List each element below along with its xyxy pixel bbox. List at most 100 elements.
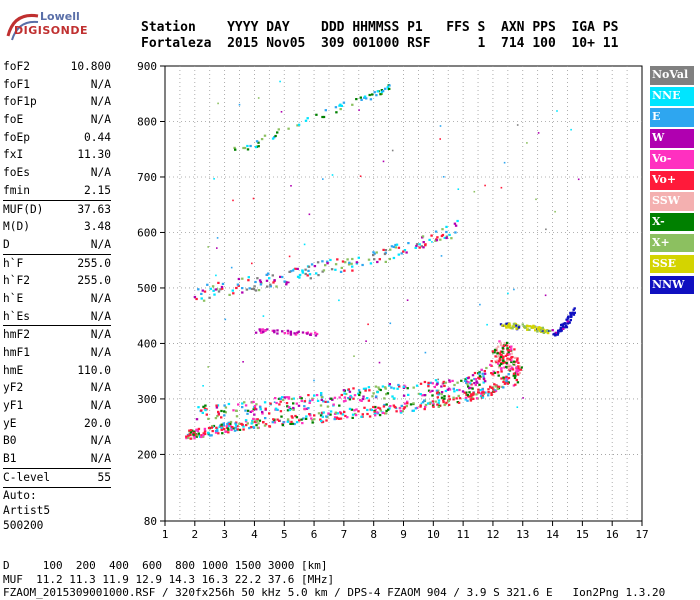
data-point bbox=[421, 401, 425, 404]
data-point bbox=[214, 429, 218, 432]
data-point bbox=[340, 393, 343, 397]
param-value: N/A bbox=[90, 77, 111, 91]
data-point bbox=[319, 414, 323, 417]
noise-point bbox=[367, 323, 369, 326]
data-point bbox=[372, 405, 375, 409]
data-point bbox=[431, 389, 434, 392]
param-row: B0 N/A bbox=[3, 432, 111, 450]
param-label: foF1p bbox=[3, 95, 37, 109]
data-point bbox=[201, 411, 204, 414]
noise-point bbox=[213, 178, 215, 180]
data-point bbox=[351, 103, 354, 106]
data-point bbox=[200, 434, 203, 437]
data-point bbox=[271, 274, 274, 277]
data-point bbox=[373, 412, 377, 415]
data-point bbox=[518, 371, 521, 375]
data-point bbox=[562, 327, 565, 330]
data-point bbox=[415, 384, 419, 387]
data-point bbox=[373, 91, 376, 94]
data-point bbox=[241, 402, 244, 405]
data-point bbox=[369, 262, 373, 265]
data-point bbox=[351, 416, 354, 419]
data-point bbox=[358, 391, 362, 394]
data-point bbox=[285, 396, 289, 399]
data-point bbox=[261, 410, 264, 414]
data-point bbox=[344, 414, 347, 418]
data-point bbox=[220, 409, 223, 413]
data-point bbox=[512, 374, 515, 377]
data-point bbox=[254, 146, 258, 149]
data-point bbox=[287, 127, 290, 130]
data-point bbox=[526, 324, 529, 327]
data-point bbox=[355, 98, 358, 101]
data-point bbox=[308, 413, 311, 416]
data-point bbox=[303, 400, 307, 403]
data-point bbox=[290, 397, 294, 401]
data-point bbox=[493, 351, 496, 354]
param-row: yF1 N/A bbox=[3, 397, 111, 415]
data-point bbox=[321, 411, 324, 414]
data-point bbox=[554, 331, 557, 334]
data-point bbox=[373, 252, 376, 255]
data-point bbox=[471, 387, 474, 390]
data-point bbox=[288, 270, 291, 273]
param-value: N/A bbox=[90, 381, 111, 395]
data-point bbox=[364, 389, 367, 392]
data-point bbox=[232, 409, 235, 412]
data-point bbox=[479, 389, 482, 392]
data-point bbox=[371, 395, 374, 398]
data-point bbox=[490, 391, 493, 394]
data-point bbox=[253, 413, 256, 416]
noise-point bbox=[522, 397, 524, 399]
data-point bbox=[553, 332, 556, 335]
data-point bbox=[234, 424, 238, 427]
data-point bbox=[315, 113, 318, 116]
data-point bbox=[407, 242, 410, 245]
data-point bbox=[244, 409, 247, 412]
data-point bbox=[418, 243, 421, 246]
data-point bbox=[455, 389, 459, 392]
data-point bbox=[458, 397, 462, 400]
param-value: 37.63 bbox=[77, 202, 111, 216]
data-point bbox=[315, 332, 319, 336]
data-point bbox=[500, 377, 503, 380]
data-point bbox=[196, 434, 199, 437]
noise-point bbox=[224, 318, 227, 321]
data-point bbox=[322, 269, 326, 272]
data-point bbox=[465, 380, 468, 383]
data-point bbox=[510, 345, 513, 348]
param-label: MUF(D) bbox=[3, 202, 44, 216]
data-point bbox=[513, 363, 517, 366]
data-point bbox=[508, 324, 512, 327]
param-label: M(D) bbox=[3, 220, 30, 234]
param-row: foE N/A bbox=[3, 111, 111, 129]
data-point bbox=[452, 387, 455, 390]
legend-item-x-: X+ bbox=[650, 233, 694, 253]
data-point bbox=[333, 418, 336, 421]
data-point bbox=[227, 421, 230, 424]
data-point bbox=[556, 331, 560, 334]
data-point bbox=[251, 419, 254, 422]
data-point bbox=[502, 344, 506, 347]
data-point bbox=[241, 406, 244, 409]
data-point bbox=[201, 289, 204, 292]
data-point bbox=[375, 94, 378, 97]
data-point bbox=[335, 111, 338, 114]
data-point bbox=[290, 415, 293, 418]
data-point bbox=[221, 287, 224, 290]
data-point bbox=[286, 329, 290, 332]
data-point bbox=[329, 258, 332, 262]
data-point bbox=[502, 376, 505, 379]
data-point bbox=[496, 345, 500, 348]
data-point bbox=[259, 280, 262, 284]
data-point bbox=[471, 394, 474, 397]
noise-point bbox=[242, 361, 244, 363]
data-point bbox=[317, 274, 320, 277]
data-point bbox=[454, 224, 458, 227]
data-point bbox=[490, 393, 493, 396]
data-point bbox=[368, 389, 371, 392]
data-point bbox=[347, 397, 350, 400]
data-point bbox=[422, 241, 425, 244]
noise-point bbox=[442, 176, 445, 178]
data-point bbox=[432, 403, 435, 406]
